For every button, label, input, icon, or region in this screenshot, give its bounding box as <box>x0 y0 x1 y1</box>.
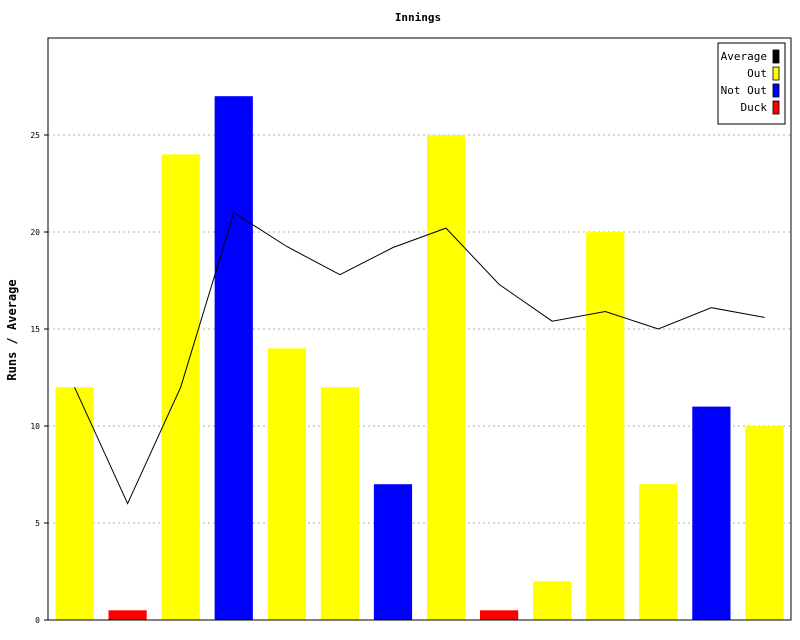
y-tick-label: 0 <box>35 616 40 625</box>
legend-label: Out <box>747 67 767 80</box>
average-line-layer <box>74 211 765 505</box>
bars <box>55 96 784 620</box>
legend-swatch <box>772 66 780 81</box>
bar-out <box>426 135 466 620</box>
grid-lines <box>48 134 791 524</box>
chart-title: Innings <box>395 11 441 24</box>
bar-not-out <box>214 96 253 620</box>
y-axis-ticks: 0 5 10 15 20 25 <box>30 131 48 625</box>
legend-label: Duck <box>741 101 768 114</box>
bar-out <box>639 484 678 620</box>
y-tick-label: 5 <box>35 519 40 528</box>
bar-out <box>267 348 306 620</box>
bar-out <box>745 426 784 620</box>
y-tick-label: 10 <box>30 422 40 431</box>
legend-label: Not Out <box>721 84 767 97</box>
bar-out <box>533 581 572 620</box>
legend-label: Average <box>721 50 767 63</box>
y-axis-label: Runs / Average <box>5 279 19 380</box>
legend-swatch <box>772 83 780 98</box>
bar-duck <box>480 610 519 620</box>
legend-swatch <box>772 49 780 64</box>
legend: Average Out Not Out Duck <box>717 42 786 125</box>
average-line <box>74 211 765 505</box>
bar-not-out <box>373 484 413 620</box>
bar-out <box>320 387 359 620</box>
bar-out <box>55 387 94 620</box>
legend-swatch <box>772 100 780 115</box>
y-tick-label: 20 <box>30 228 40 237</box>
bar-not-out <box>692 406 731 620</box>
y-tick-label: 25 <box>30 131 40 140</box>
bar-duck <box>108 610 147 620</box>
y-tick-label: 15 <box>30 325 40 334</box>
bar-out <box>586 232 625 620</box>
